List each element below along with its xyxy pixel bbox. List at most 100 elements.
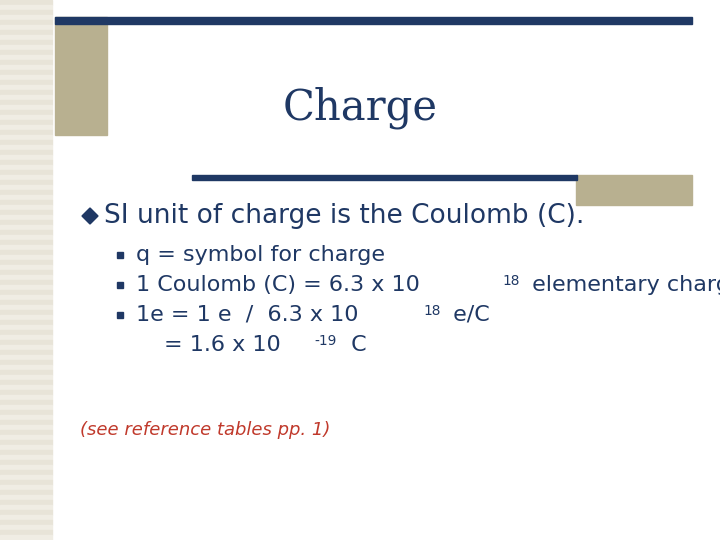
Bar	[0, 340, 52, 345]
Bar	[0, 95, 52, 100]
Bar	[0, 295, 52, 300]
Bar	[0, 75, 52, 80]
Bar	[0, 290, 52, 295]
Bar	[0, 375, 52, 380]
Bar	[0, 530, 52, 535]
Bar	[0, 420, 52, 425]
Bar	[0, 280, 52, 285]
Bar	[0, 70, 52, 75]
Bar	[0, 445, 52, 450]
Bar	[0, 170, 52, 175]
Bar	[0, 20, 52, 25]
Bar	[0, 470, 52, 475]
Bar	[0, 220, 52, 225]
Text: = 1.6 x 10: = 1.6 x 10	[164, 335, 281, 355]
Bar	[0, 520, 52, 525]
Bar	[0, 155, 52, 160]
Bar	[0, 355, 52, 360]
Bar	[0, 125, 52, 130]
Bar	[0, 315, 52, 320]
Bar	[0, 425, 52, 430]
Bar	[0, 505, 52, 510]
Bar	[0, 535, 52, 540]
Bar	[0, 65, 52, 70]
Text: e/C: e/C	[446, 305, 490, 325]
Bar	[0, 345, 52, 350]
Bar	[0, 35, 52, 40]
Bar	[0, 410, 52, 415]
Bar	[0, 455, 52, 460]
Bar	[0, 160, 52, 165]
Bar	[0, 370, 52, 375]
Bar	[0, 265, 52, 270]
Bar	[0, 140, 52, 145]
Bar	[192, 175, 577, 180]
Bar	[0, 270, 52, 275]
Bar	[0, 25, 52, 30]
Bar	[0, 510, 52, 515]
Bar	[0, 515, 52, 520]
Bar	[0, 5, 52, 10]
Bar	[0, 240, 52, 245]
Bar	[0, 215, 52, 220]
Bar	[0, 525, 52, 530]
Bar	[0, 325, 52, 330]
Text: elementary charges (e): elementary charges (e)	[525, 275, 720, 295]
Bar	[0, 465, 52, 470]
Bar	[0, 145, 52, 150]
Bar	[0, 400, 52, 405]
Bar	[0, 255, 52, 260]
Bar	[0, 120, 52, 125]
Bar	[0, 440, 52, 445]
Bar	[0, 385, 52, 390]
Bar	[0, 260, 52, 265]
Bar	[0, 190, 52, 195]
Bar	[0, 45, 52, 50]
Bar	[0, 165, 52, 170]
Bar	[0, 250, 52, 255]
Bar	[0, 60, 52, 65]
Bar	[0, 105, 52, 110]
Bar	[0, 80, 52, 85]
Bar	[0, 395, 52, 400]
Bar	[0, 115, 52, 120]
Bar	[0, 0, 52, 5]
Bar	[0, 130, 52, 135]
Bar	[0, 210, 52, 215]
Bar	[0, 380, 52, 385]
Bar	[0, 100, 52, 105]
Bar	[0, 365, 52, 370]
Bar	[0, 390, 52, 395]
Bar	[0, 195, 52, 200]
Bar	[0, 55, 52, 60]
Bar	[0, 40, 52, 45]
Bar	[0, 335, 52, 340]
Text: Charge: Charge	[282, 87, 438, 129]
Text: 18: 18	[423, 303, 441, 318]
Bar	[0, 500, 52, 505]
Bar	[0, 10, 52, 15]
Bar	[0, 85, 52, 90]
Bar	[0, 30, 52, 35]
Text: (see reference tables pp. 1): (see reference tables pp. 1)	[80, 421, 330, 439]
Bar	[0, 135, 52, 140]
Bar	[0, 245, 52, 250]
Text: 18: 18	[503, 274, 520, 287]
Bar	[0, 450, 52, 455]
Bar	[0, 350, 52, 355]
Bar	[576, 175, 692, 205]
Bar	[0, 180, 52, 185]
Bar	[0, 205, 52, 210]
Bar	[0, 275, 52, 280]
Bar	[0, 310, 52, 315]
Bar	[0, 475, 52, 480]
Bar	[0, 320, 52, 325]
Text: -19: -19	[315, 334, 337, 348]
Bar	[0, 90, 52, 95]
Bar	[0, 230, 52, 235]
Bar	[0, 435, 52, 440]
Polygon shape	[82, 208, 98, 224]
Bar	[0, 495, 52, 500]
Bar	[0, 110, 52, 115]
Bar	[117, 282, 123, 288]
